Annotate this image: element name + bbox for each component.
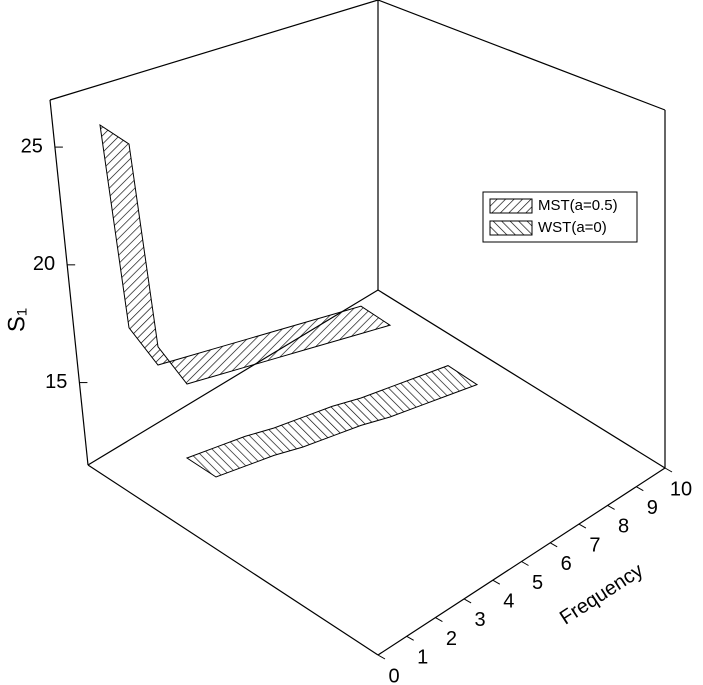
x-tick-label: 9 — [647, 497, 658, 519]
y-axis-label: S₁ — [3, 308, 30, 332]
ribbon — [185, 365, 479, 478]
x-tick-label: 8 — [618, 516, 629, 538]
x-tick — [636, 486, 644, 492]
x-tick-label: 2 — [446, 628, 457, 650]
legend-label: MST(a=0.5) — [538, 197, 618, 214]
x-tick — [435, 617, 443, 623]
x-tick-label: 4 — [503, 590, 514, 612]
x-tick — [463, 598, 472, 604]
legend: MST(a=0.5) WST(a=0) — [482, 191, 638, 243]
x-tick-label: 7 — [589, 534, 600, 556]
x-tick — [664, 467, 673, 473]
x-tick-label: 5 — [532, 572, 543, 594]
x-tick — [578, 523, 587, 529]
x-tick — [377, 654, 386, 660]
x-tick — [521, 561, 529, 566]
y-tick-label: 25 — [21, 135, 43, 157]
x-tick — [549, 542, 558, 548]
x-tick-label: 6 — [561, 553, 572, 575]
x-tick-label: 10 — [670, 478, 692, 500]
legend-swatch — [489, 198, 533, 214]
legend-swatch — [489, 220, 533, 236]
legend-label: WST(a=0) — [538, 219, 607, 236]
x-tick — [406, 635, 414, 641]
y-tick-label: 20 — [33, 253, 55, 275]
x-tick — [607, 504, 615, 510]
ribbon — [99, 123, 392, 385]
x-tick-label: 0 — [388, 665, 399, 685]
y-tick-label: 15 — [45, 371, 67, 393]
x-tick — [492, 579, 501, 585]
x-tick-label: 3 — [475, 609, 486, 631]
x-tick-label: 1 — [417, 647, 428, 669]
